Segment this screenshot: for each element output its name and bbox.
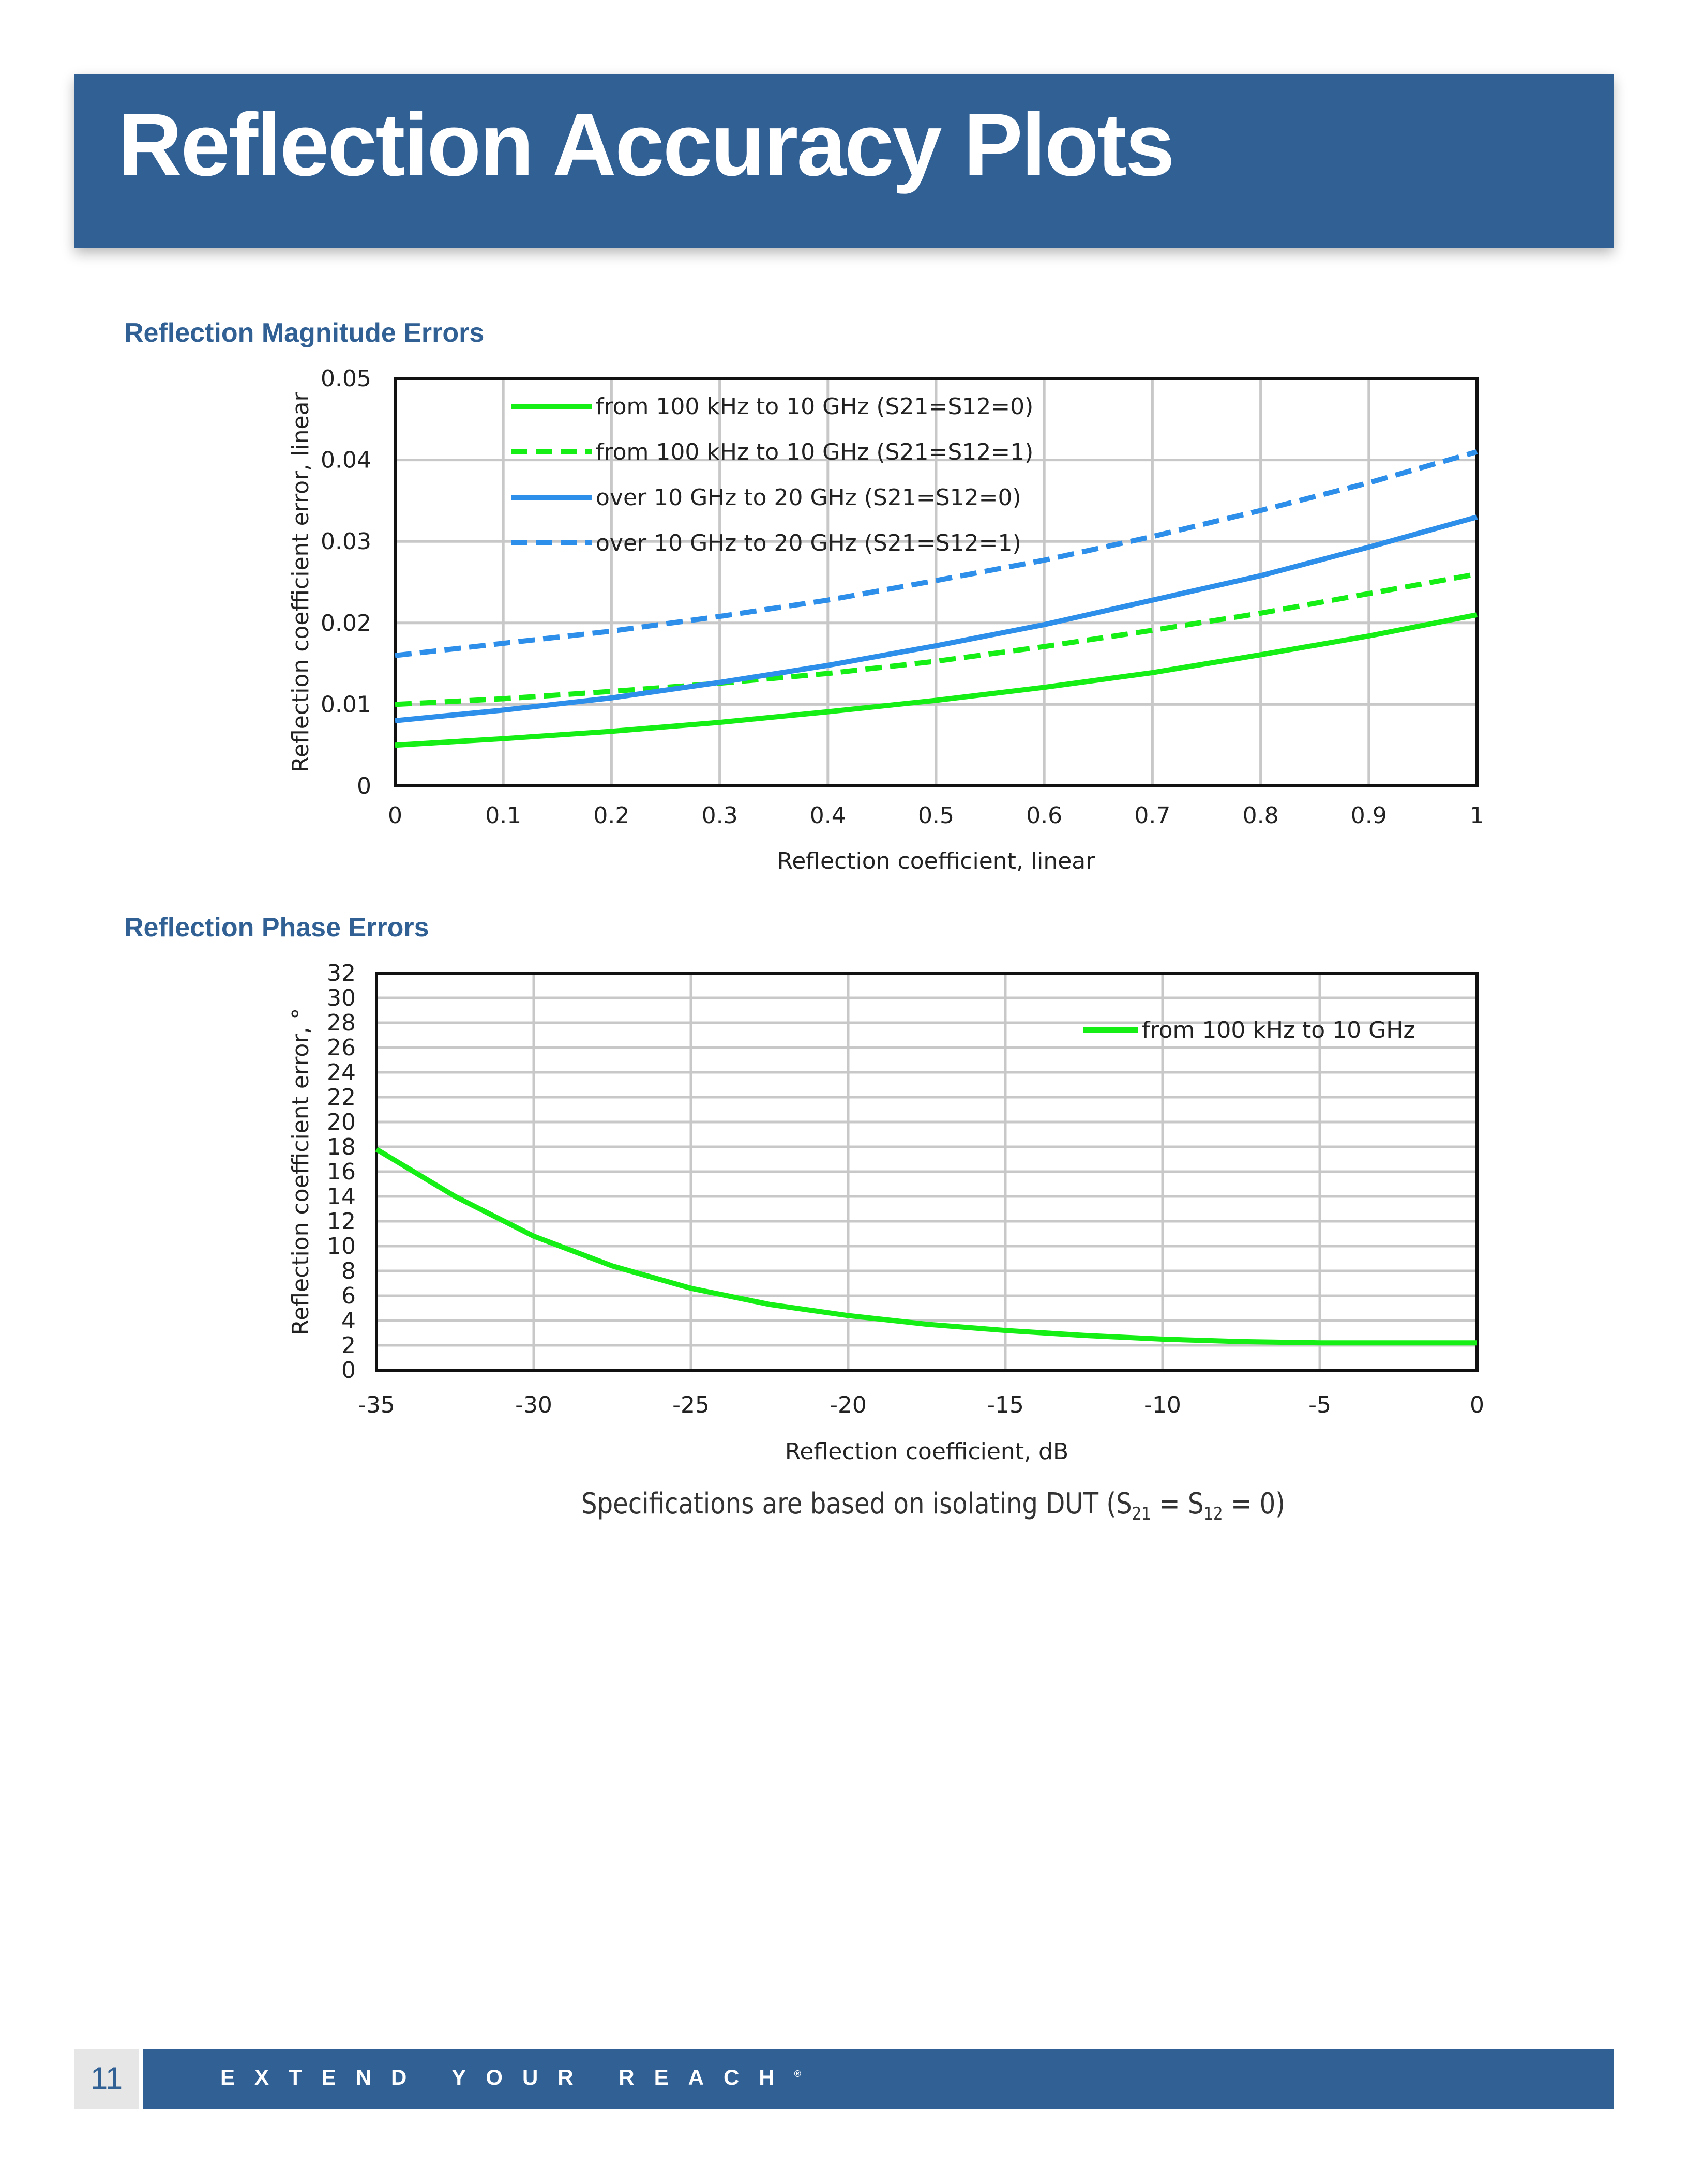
x-tick-label: -25 [672, 1392, 710, 1418]
y-tick-label: 22 [327, 1084, 356, 1111]
x-tick-label: 0 [388, 802, 402, 829]
y-tick-label: 0 [357, 773, 371, 799]
phase-section-title: Reflection Phase Errors [124, 913, 429, 943]
series-line [395, 571, 1478, 707]
x-tick-label: 0.2 [593, 802, 629, 829]
y-tick-label: 0 [341, 1357, 356, 1384]
specification-note: Specifications are based on isolating DU… [581, 1487, 1285, 1524]
y-tick-label: 30 [327, 985, 356, 1011]
x-tick-label: -30 [515, 1392, 552, 1418]
x-axis-label: Reflection coefficient, dB [785, 1438, 1068, 1465]
y-tick-label: 20 [327, 1109, 356, 1135]
series-line [395, 449, 1478, 658]
legend-label: over 10 GHz to 20 GHz (S21=S12=1) [596, 530, 1021, 556]
series-line [395, 612, 1478, 748]
legend-label: from 100 kHz to 10 GHz (S21=S12=0) [596, 393, 1033, 420]
y-tick-label: 0.01 [321, 691, 371, 718]
magnitude-error-chart: 0 0.1 0.2 0.3 0.4 0.5 0.6 0.7 0.8 0.9 1 0 0.01 0.02 0.… [288, 366, 1484, 874]
x-tick-label: -20 [830, 1392, 867, 1418]
y-tick-label: 0.05 [321, 366, 371, 392]
note-subscript-21: 21 [1132, 1504, 1151, 1525]
series-line [395, 514, 1478, 723]
footer-tagline: EXTEND YOUR REACH® [220, 2065, 801, 2090]
trademark-mark: ® [794, 2069, 801, 2079]
x-tick-label: -35 [358, 1392, 395, 1418]
x-tick-label: 1 [1470, 802, 1484, 829]
note-subscript-12: 12 [1203, 1504, 1223, 1525]
page-title: Reflection Accuracy Plots [118, 95, 1175, 194]
phase-error-chart: -35 -30 -25 -20 -15 -10 -5 00246810121416182022… [288, 960, 1484, 1465]
footer-bar: EXTEND YOUR REACH® [143, 2049, 1614, 2109]
x-tick-label: 0.5 [918, 802, 954, 829]
page-number: 11 [74, 2049, 139, 2109]
y-tick-label: 18 [327, 1134, 356, 1160]
y-tick-label: 2 [341, 1332, 356, 1359]
x-tick-label: 0.9 [1351, 802, 1387, 829]
x-tick-label: 0 [1470, 1392, 1484, 1418]
note-text-prefix: Specifications are based on isolating DU… [581, 1487, 1132, 1521]
y-tick-label: 32 [327, 960, 356, 987]
y-tick-label: 24 [327, 1059, 356, 1086]
x-tick-label: -15 [987, 1392, 1024, 1418]
header-banner: Reflection Accuracy Plots [74, 74, 1614, 248]
legend-label: over 10 GHz to 20 GHz (S21=S12=0) [596, 484, 1021, 511]
y-tick-label: 26 [327, 1035, 356, 1061]
plot-border [375, 972, 1479, 1372]
magnitude-section-title: Reflection Magnitude Errors [124, 318, 485, 348]
x-tick-label: 0.6 [1026, 802, 1062, 829]
note-text-mid: = S [1151, 1487, 1204, 1521]
y-tick-label: 14 [327, 1184, 356, 1210]
x-axis-label: Reflection coefficient, linear [777, 848, 1096, 874]
x-tick-label: -5 [1308, 1392, 1331, 1418]
y-tick-label: 16 [327, 1159, 356, 1185]
y-tick-label: 12 [327, 1208, 356, 1235]
x-tick-label: 0.7 [1134, 802, 1170, 829]
series-line [375, 1147, 1477, 1346]
y-tick-label: 6 [341, 1283, 356, 1309]
y-tick-label: 10 [327, 1233, 356, 1260]
tagline-text: EXTEND YOUR REACH [220, 2065, 794, 2089]
note-text-suffix: = 0) [1223, 1487, 1286, 1521]
y-tick-label: 0.04 [321, 447, 371, 474]
legend-label: from 100 kHz to 10 GHz [1142, 1017, 1415, 1043]
y-tick-label: 0.02 [321, 610, 371, 636]
x-tick-label: -10 [1144, 1392, 1181, 1418]
y-axis-label: Reflection coefficient error, linear [288, 391, 314, 772]
legend-label: from 100 kHz to 10 GHz (S21=S12=1) [596, 439, 1033, 465]
y-axis-label: Reflection coefficient error, ° [288, 1008, 314, 1336]
y-tick-label: 28 [327, 1010, 356, 1036]
x-tick-label: 0.1 [485, 802, 521, 829]
plot-border [394, 377, 1479, 787]
x-tick-label: 0.4 [810, 802, 846, 829]
x-tick-label: 0.3 [702, 802, 738, 829]
y-tick-label: 4 [341, 1308, 356, 1334]
y-tick-label: 0.03 [321, 528, 371, 555]
x-tick-label: 0.8 [1243, 802, 1279, 829]
y-tick-label: 8 [341, 1258, 356, 1284]
